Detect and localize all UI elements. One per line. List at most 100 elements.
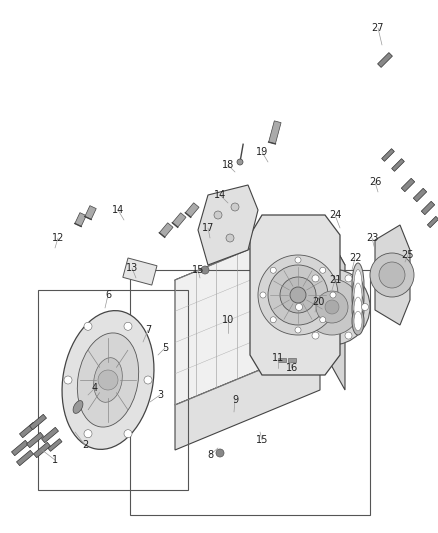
Text: 19: 19 (256, 147, 268, 157)
Ellipse shape (352, 307, 364, 335)
Polygon shape (427, 216, 438, 228)
Polygon shape (29, 414, 46, 430)
Text: 15: 15 (192, 265, 204, 275)
Polygon shape (375, 225, 410, 325)
Circle shape (280, 277, 316, 313)
Ellipse shape (62, 311, 154, 449)
Circle shape (290, 287, 306, 303)
Text: 8: 8 (207, 450, 213, 460)
Ellipse shape (354, 297, 362, 321)
Bar (130, 270, 370, 515)
Circle shape (214, 211, 222, 219)
Polygon shape (392, 159, 404, 172)
Circle shape (84, 322, 92, 330)
Text: 11: 11 (272, 353, 284, 363)
Circle shape (330, 292, 336, 298)
Text: 10: 10 (222, 315, 234, 325)
Text: 12: 12 (52, 233, 64, 243)
Circle shape (144, 376, 152, 384)
Polygon shape (172, 213, 186, 227)
Polygon shape (198, 185, 258, 265)
Text: 21: 21 (329, 275, 341, 285)
Circle shape (98, 370, 118, 390)
Bar (123, 258, 157, 285)
Bar (278, 358, 286, 362)
Ellipse shape (78, 333, 139, 427)
Circle shape (237, 159, 243, 165)
Polygon shape (85, 206, 96, 220)
Circle shape (320, 317, 326, 323)
Polygon shape (20, 422, 36, 438)
Polygon shape (42, 427, 59, 443)
Text: 4: 4 (92, 383, 98, 393)
Circle shape (345, 275, 352, 282)
Polygon shape (175, 220, 320, 405)
Ellipse shape (352, 292, 364, 326)
Polygon shape (185, 203, 199, 217)
Circle shape (84, 430, 92, 438)
Ellipse shape (354, 283, 362, 311)
Text: 15: 15 (256, 435, 268, 445)
Ellipse shape (352, 263, 364, 307)
Text: 16: 16 (286, 363, 298, 373)
Text: 26: 26 (369, 177, 381, 187)
Polygon shape (33, 442, 50, 458)
Polygon shape (250, 215, 340, 375)
Text: 27: 27 (372, 23, 384, 33)
Polygon shape (17, 450, 33, 466)
Circle shape (316, 291, 348, 323)
Text: 6: 6 (105, 290, 111, 300)
Circle shape (231, 203, 239, 211)
Text: 5: 5 (162, 343, 168, 353)
Bar (288, 358, 296, 362)
Circle shape (312, 275, 319, 282)
Polygon shape (381, 149, 394, 161)
Circle shape (64, 376, 72, 384)
Text: 9: 9 (232, 395, 238, 405)
Circle shape (226, 234, 234, 242)
Polygon shape (48, 439, 62, 451)
Polygon shape (175, 345, 320, 450)
Text: 14: 14 (112, 205, 124, 215)
Circle shape (345, 332, 352, 339)
Text: 18: 18 (222, 160, 234, 170)
Text: 2: 2 (82, 440, 88, 450)
Circle shape (260, 292, 266, 298)
Text: 25: 25 (402, 250, 414, 260)
Circle shape (320, 267, 326, 273)
Bar (38, 290, 188, 490)
Text: 20: 20 (312, 297, 324, 307)
Polygon shape (421, 201, 435, 215)
Circle shape (361, 303, 368, 311)
Ellipse shape (94, 358, 122, 402)
Circle shape (296, 303, 303, 311)
Circle shape (295, 327, 301, 333)
Polygon shape (413, 188, 427, 201)
Circle shape (124, 322, 132, 330)
Text: 1: 1 (52, 455, 58, 465)
Polygon shape (159, 223, 173, 237)
Ellipse shape (352, 277, 364, 317)
Polygon shape (26, 432, 43, 448)
Circle shape (201, 266, 209, 274)
Ellipse shape (354, 270, 362, 301)
Circle shape (295, 257, 301, 263)
Polygon shape (268, 121, 281, 144)
Circle shape (294, 269, 370, 345)
Circle shape (325, 300, 339, 314)
Circle shape (258, 255, 338, 335)
Polygon shape (75, 213, 86, 227)
Circle shape (312, 332, 319, 339)
Circle shape (270, 317, 276, 323)
Text: 13: 13 (126, 263, 138, 273)
Circle shape (270, 267, 276, 273)
Polygon shape (175, 220, 345, 325)
Circle shape (268, 265, 328, 325)
Polygon shape (378, 53, 392, 68)
Text: 17: 17 (202, 223, 214, 233)
Circle shape (304, 279, 360, 335)
Text: 3: 3 (157, 390, 163, 400)
Text: 7: 7 (145, 325, 151, 335)
Ellipse shape (354, 311, 362, 331)
Circle shape (124, 430, 132, 438)
